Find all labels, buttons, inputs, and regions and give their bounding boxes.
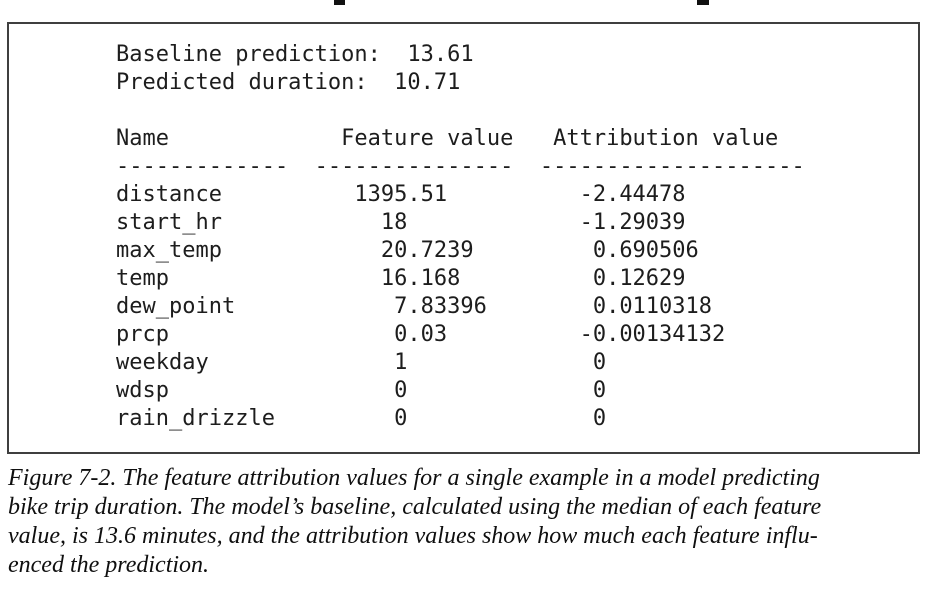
terminal-output: Baseline prediction: 13.61 Predicted dura… — [116, 41, 805, 433]
text-line: bike trip duration. The model’s baseline… — [8, 494, 822, 520]
text-line: rain_drizzle 0 0 — [116, 406, 607, 431]
text-line: distance 1395.51 -2.44478 — [116, 182, 686, 207]
text-line: value, is 13.6 minutes, and the attribut… — [8, 523, 818, 549]
text-line: wdsp 0 0 — [116, 378, 607, 403]
cropped-text-fragment — [334, 0, 345, 5]
text-line — [116, 97, 805, 125]
text-line: start_hr 18 -1.29039 — [116, 210, 686, 235]
text-line: dew_point 7.83396 0.0110318 — [116, 294, 713, 319]
figure-caption: Figure 7-2. The feature attribution valu… — [8, 464, 922, 580]
text-line: enced the prediction. — [8, 552, 210, 578]
text-line: max_temp 20.7239 0.690506 — [116, 238, 699, 263]
text-line: Predicted duration: 10.71 — [116, 70, 461, 95]
figure-output-box: Baseline prediction: 13.61 Predicted dura… — [7, 22, 920, 454]
text-line: Baseline prediction: 13.61 — [116, 42, 474, 67]
text-line: ------------- --------------- ----------… — [116, 154, 805, 179]
text-line: Figure 7-2. The feature attribution valu… — [8, 465, 820, 491]
text-line: weekday 1 0 — [116, 350, 607, 375]
cropped-text-fragment — [697, 0, 709, 5]
text-line: Name Feature value Attribution value — [116, 126, 779, 151]
text-line: prcp 0.03 -0.00134132 — [116, 322, 726, 347]
text-line: temp 16.168 0.12629 — [116, 266, 686, 291]
